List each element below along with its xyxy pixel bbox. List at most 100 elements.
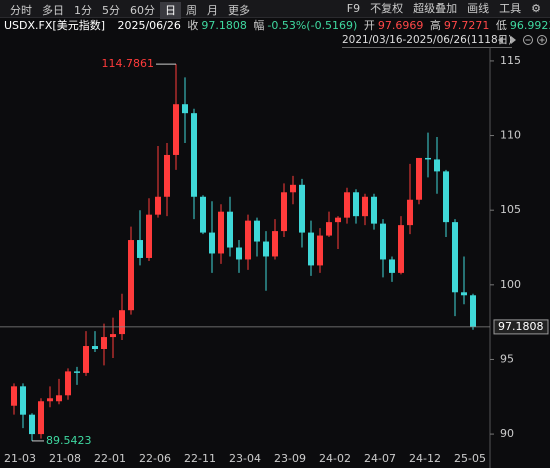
value: 97.6969: [377, 19, 424, 32]
candle-body: [263, 241, 269, 257]
value: -0.53%(-0.5169): [267, 19, 358, 32]
candle-body: [209, 232, 215, 254]
symbol: USDX.FX[美元指数]: [4, 19, 105, 32]
x-tick-label: 22-06: [139, 452, 171, 465]
candle-body: [326, 222, 332, 236]
zoom-in-icon: [539, 37, 545, 43]
value: 96.9923: [509, 19, 550, 32]
candle-body: [299, 184, 305, 233]
y-tick-label: 115: [500, 54, 521, 67]
y-tick-label: 90: [500, 427, 514, 440]
zoom-out[interactable]: [523, 35, 533, 45]
x-tick-label: 24-02: [319, 452, 351, 465]
candle-body: [317, 235, 323, 266]
date: 2025/06/26: [117, 19, 181, 32]
y-tick-label: 100: [500, 278, 521, 291]
last-price-box: [493, 319, 549, 335]
x-tick-label: 21-03: [4, 452, 36, 465]
period-tab[interactable]: 60分: [130, 4, 155, 17]
last-price-label: 97.1808: [498, 320, 544, 333]
candle-body: [416, 157, 422, 200]
value: 97.7271: [443, 19, 490, 32]
candle-body: [47, 398, 53, 402]
label: 幅: [253, 19, 265, 32]
candle-body: [425, 157, 431, 160]
x-tick-label: 24-07: [364, 452, 396, 465]
candle-body: [11, 386, 17, 406]
period-tab[interactable]: 1分: [74, 4, 92, 17]
candle-body: [92, 346, 98, 350]
candle-body: [344, 192, 350, 218]
period-tab[interactable]: 多日: [42, 4, 64, 17]
y-tick-label: 110: [500, 129, 521, 142]
candle-body: [398, 225, 404, 273]
x-tick-label: 23-04: [229, 452, 261, 465]
candle-body: [200, 196, 206, 233]
candle-body: [470, 295, 476, 327]
candle-body: [236, 247, 242, 260]
period-tab[interactable]: 5分: [102, 4, 120, 17]
high-annotation: 114.7861: [102, 57, 155, 70]
period-tab[interactable]: 周: [186, 4, 197, 17]
candle-body: [83, 346, 89, 373]
tool-button[interactable]: 画线: [467, 2, 490, 15]
next[interactable]: [511, 36, 516, 44]
candle-body: [218, 211, 224, 254]
toolbar: 分时 多日 1分 5分 60分日周月更多 F9 不复权 超级叠加 画线 工具 ⚙: [0, 0, 550, 19]
x-tick-label: 23-09: [274, 452, 306, 465]
candle-body: [155, 196, 161, 215]
candle-body: [371, 196, 377, 224]
prev[interactable]: [498, 36, 503, 44]
candle-body: [173, 104, 179, 155]
y-tick-label: 105: [500, 203, 521, 216]
candle-body: [20, 386, 26, 415]
range-buttons[interactable]: [0, 33, 550, 47]
tool-button[interactable]: 工具: [499, 2, 522, 15]
candle-body: [245, 220, 251, 260]
candle-body: [29, 414, 35, 435]
period-tab[interactable]: 日: [160, 2, 181, 19]
x-tick-label: 21-08: [49, 452, 81, 465]
candle-body: [74, 371, 80, 373]
candle-body: [137, 240, 143, 258]
period-tab[interactable]: 更多: [228, 4, 250, 17]
label: 高: [429, 19, 441, 32]
x-tick-label: 25-05: [454, 452, 486, 465]
candle-body: [362, 196, 368, 217]
candle-body: [389, 259, 395, 273]
candle-body: [146, 214, 152, 258]
zoom-in[interactable]: [537, 35, 547, 45]
range[interactable]: 2021/03/16-2025/06/26(1118日): [342, 34, 513, 48]
candle-body: [119, 310, 125, 335]
candle-body: [182, 104, 188, 114]
x-tick-label: 22-01: [94, 452, 126, 465]
candle-body: [335, 217, 341, 223]
candle-body: [407, 199, 413, 226]
candle-body: [353, 192, 359, 217]
candle-body: [308, 232, 314, 266]
candle-body: [272, 231, 278, 257]
candle-body: [434, 159, 440, 172]
candle-body: [164, 154, 170, 197]
period-tab[interactable]: 月: [207, 4, 218, 17]
candle-body: [38, 401, 44, 435]
candle-body: [452, 222, 458, 293]
candle-body: [191, 113, 197, 197]
tool-button[interactable]: 超级叠加: [413, 2, 458, 15]
quote-bar: USDX.FX[美元指数] 2025/06/26 收 97.1808 幅 -0.53…: [0, 18, 550, 33]
candle-body: [128, 240, 134, 311]
tool-button[interactable]: 不复权: [370, 2, 404, 15]
period-tab[interactable]: 分时: [10, 4, 32, 17]
candle-body: [461, 292, 467, 296]
label: 开: [363, 19, 375, 32]
candle-body: [227, 211, 233, 248]
candle-body: [110, 334, 116, 338]
range-bar: 2021/03/16-2025/06/26(1118日): [0, 33, 550, 48]
tool-button[interactable]: F9: [346, 2, 361, 15]
candle-body: [56, 395, 62, 402]
settings[interactable]: ⚙: [531, 2, 541, 15]
candle-body: [65, 371, 71, 396]
x-tick-label: 22-11: [184, 452, 216, 465]
